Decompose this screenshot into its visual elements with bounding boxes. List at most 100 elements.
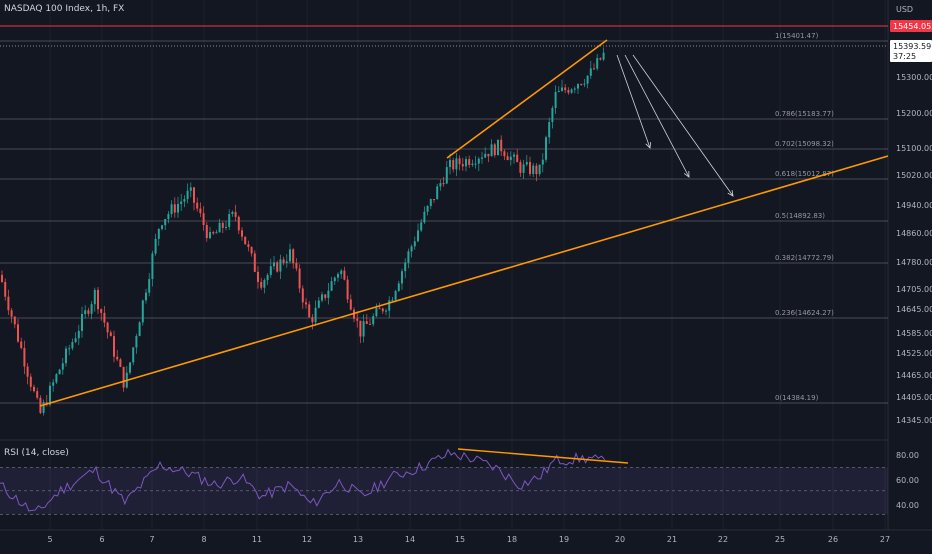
time-tick-label: 25 [775,535,785,544]
time-tick-label: 21 [667,535,677,544]
candle-body [381,308,384,312]
fib-level-label: 0.5(14892.83) [775,212,825,220]
price-tick-label: 14860.00 [896,229,932,238]
time-tick-label: 22 [718,535,728,544]
candle-body [372,316,375,325]
candle-body [100,309,103,313]
candle-body [356,318,359,321]
candle-body [570,89,573,93]
candle-body [42,402,45,413]
time-tick-label: 14 [405,535,415,544]
price-tick-label: 15200.00 [896,109,932,118]
candle-body [593,68,595,70]
candle-body [596,58,599,69]
candle-body [13,316,16,325]
candle-body [20,341,23,349]
candle-body [349,299,352,310]
candle-body [218,222,221,233]
time-tick-label: 7 [149,535,154,544]
candle-body [237,216,240,231]
candle-body [378,308,381,310]
candle-body [212,232,215,234]
fibonacci-retracement: 1(15401.47) 0.786(15183.77) 0.702(15098.32… [0,32,888,404]
candle-body [445,167,448,184]
candle-body [97,289,99,310]
candle-body [231,211,234,215]
candle-body [433,199,435,201]
candle-body [301,288,304,303]
candle-body [26,366,29,377]
candle-body [506,156,509,161]
candle-body [161,225,163,229]
price-tick-label: 14645.00 [896,305,932,314]
candle-body [493,144,496,156]
candle-body [250,247,253,254]
candle-body [532,165,535,174]
candle-body [221,222,224,228]
candle-body [199,208,202,214]
candle-body [234,211,237,217]
candle-body [122,366,125,388]
rsi-divergence-line [457,448,629,464]
bar-countdown: 37:25 [893,52,916,61]
candle-body [269,266,272,275]
candle-body [429,199,432,206]
candle-body [455,158,458,170]
candle-body [519,162,522,173]
candle-body [513,154,515,157]
candle-body [29,376,32,387]
candle-body [410,246,413,252]
candle-body [337,274,339,278]
candle-body [260,281,263,288]
candle-body [1,274,3,283]
chart-title: NASDAQ 100 Index, 1h, FX [4,4,125,14]
rsi-label: RSI (14, close) [4,448,69,458]
candle-body [583,83,586,85]
resistance-price-tag [890,20,932,32]
candle-body [247,244,250,248]
candle-body [273,262,275,267]
price-tick-label: 14525.00 [896,349,932,358]
time-tick-label: 12 [302,535,312,544]
candle-body [141,300,144,323]
candle-body [116,356,119,360]
time-tick-label: 13 [353,535,363,544]
fib-level-label: 0.236(14624.27) [775,309,834,317]
candle-body [177,204,179,213]
candle-body [17,324,19,342]
candle-body [205,225,208,239]
time-tick-label: 20 [615,535,625,544]
candle-body [317,300,320,308]
currency-label: USD [896,5,913,14]
candle-body [7,296,10,311]
projection-arrowhead [727,190,734,197]
candle-body [132,347,135,363]
candle-body [474,163,477,165]
candle-body [225,226,227,228]
candle-body [170,204,173,215]
candle-body [276,262,279,272]
candle-body [330,281,333,291]
fib-level-label: 0.786(15183.77) [775,110,834,118]
candle-body [10,310,13,317]
candle-body [599,58,602,60]
candle-body [173,204,176,213]
candle-body [183,199,186,202]
candle-body [292,249,295,264]
fib-level-label: 0.702(15098.32) [775,140,834,148]
candle-body [324,294,327,298]
candle-body [193,187,195,203]
candle-body [106,322,109,333]
fib-level-label: 0.382(14772.79) [775,254,834,262]
candle-body [119,359,122,367]
price-tick-label: 14585.00 [896,329,932,338]
candle-body [84,310,87,315]
candle-body [164,219,167,226]
drawings [0,25,889,407]
candle-body [359,320,362,337]
candle-body [308,304,311,318]
candle-body [266,274,269,281]
time-tick-label: 6 [99,535,104,544]
candle-body [439,183,442,187]
